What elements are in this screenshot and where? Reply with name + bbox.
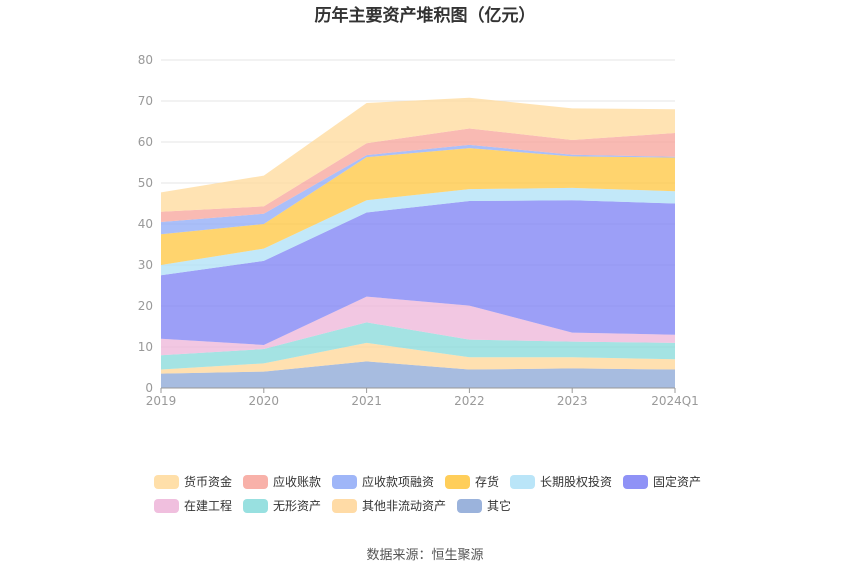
area-长期股权投资 (161, 187, 675, 276)
legend-swatch (457, 499, 482, 513)
x-tick-label: 2021 (351, 394, 382, 408)
legend-item[interactable]: 固定资产 (623, 474, 701, 489)
y-tick-label: 40 (138, 217, 153, 231)
legend-swatch (154, 499, 179, 513)
legend-swatch (623, 475, 648, 489)
legend-label: 货币资金 (184, 474, 232, 489)
legend-swatch (332, 475, 357, 489)
y-tick-label: 80 (138, 53, 153, 67)
y-tick-label: 10 (138, 340, 153, 354)
x-tick-label: 2022 (454, 394, 485, 408)
legend-item[interactable]: 长期股权投资 (510, 474, 612, 489)
legend-item[interactable]: 其他非流动资产 (332, 499, 446, 513)
legend-label: 其他非流动资产 (362, 499, 446, 513)
legend-item[interactable]: 应收账款 (243, 474, 321, 489)
legend-swatch (332, 499, 357, 513)
y-tick-label: 30 (138, 258, 153, 272)
y-tick-label: 50 (138, 176, 153, 190)
legend-label: 应收账款 (273, 474, 321, 489)
legend-item[interactable]: 其它 (457, 498, 511, 513)
area-固定资产 (161, 200, 675, 345)
legend-swatch (243, 475, 268, 489)
legend-item[interactable]: 货币资金 (154, 474, 232, 489)
legend-label: 存货 (475, 474, 499, 489)
area-其它 (161, 361, 675, 388)
y-tick-label: 70 (138, 94, 153, 108)
x-tick-label: 2019 (146, 394, 177, 408)
legend-swatch (243, 499, 268, 513)
x-axis (160, 387, 676, 393)
x-tick-label: 2023 (557, 394, 588, 408)
x-tick-label: 2024Q1 (651, 394, 699, 408)
data-source: 数据来源：恒生聚源 (366, 548, 483, 563)
legend-label: 长期股权投资 (540, 474, 612, 489)
area-无形资产 (161, 322, 675, 370)
y-tick-label: 0 (145, 381, 153, 395)
legend-item[interactable]: 存货 (445, 474, 499, 489)
area-其他非流动资产 (161, 342, 675, 374)
legend-item[interactable]: 在建工程 (154, 498, 232, 513)
area-应收账款 (161, 128, 675, 222)
legend-swatch (510, 475, 535, 489)
legend-label: 固定资产 (653, 474, 701, 489)
legend-label: 无形资产 (273, 499, 321, 513)
area-在建工程 (161, 296, 675, 356)
area-series (161, 97, 675, 388)
x-axis-ticks: 2019 2020 2021 2022 2023 2024Q1 (146, 394, 699, 408)
area-应收款项融资 (161, 144, 675, 235)
legend-swatch (445, 475, 470, 489)
legend-item[interactable]: 应收款项融资 (332, 474, 434, 489)
chart-title: 历年主要资产堆积图（亿元） (315, 5, 536, 26)
legend-label: 在建工程 (184, 498, 232, 513)
y-axis-ticks: 0 10 20 30 40 50 60 70 80 (138, 53, 153, 395)
legend-label: 应收款项融资 (362, 474, 434, 489)
y-tick-label: 20 (138, 299, 153, 313)
area-货币资金 (161, 97, 675, 212)
x-tick-label: 2020 (249, 394, 280, 408)
legend-item[interactable]: 无形资产 (243, 499, 321, 513)
area-存货 (161, 148, 675, 265)
legend-swatch (154, 475, 179, 489)
legend-label: 其它 (487, 498, 511, 513)
y-tick-label: 60 (138, 135, 153, 149)
